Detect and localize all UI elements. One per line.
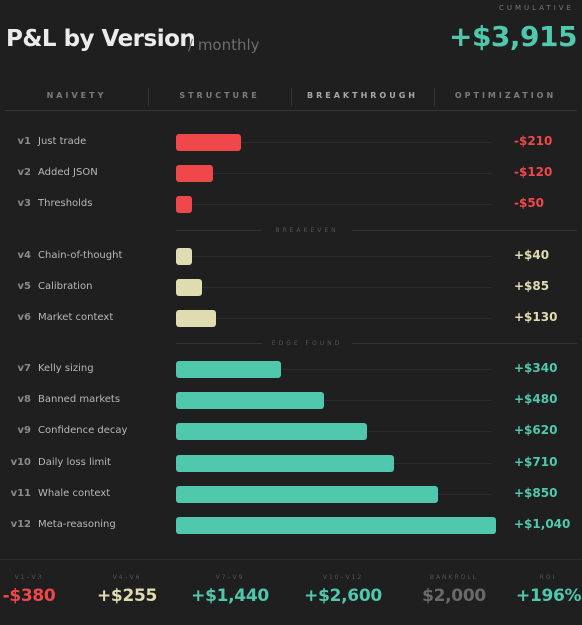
row-version: v7 — [17, 363, 31, 374]
row-guideline — [176, 204, 492, 205]
data-label: +$340 — [514, 361, 558, 375]
section-divider — [352, 343, 577, 344]
bar — [176, 248, 192, 265]
bar — [176, 392, 324, 409]
stat-label: V10–V12 — [322, 574, 364, 581]
stat-value: $2,000 — [422, 586, 486, 606]
row-label: Meta-reasoning — [38, 519, 116, 530]
row-version: v6 — [17, 312, 31, 323]
cumulative-value: +$3,915 — [448, 20, 578, 53]
data-label: +$1,040 — [514, 517, 571, 531]
bar — [176, 423, 367, 440]
bar — [176, 455, 395, 472]
section-divider — [176, 230, 262, 231]
row-label: Market context — [38, 312, 114, 323]
cumulative-label: CUMULATIVE — [498, 4, 574, 12]
stat-label: BANKROLL — [429, 574, 479, 581]
row-label: Thresholds — [38, 198, 93, 209]
phase-tabs: NAIVETY STRUCTURE BREAKTHROUGH OPTIMIZAT… — [5, 84, 577, 111]
bar — [176, 486, 438, 503]
stat-label: V1–V3 — [14, 574, 44, 581]
stat-value: +$1,440 — [191, 586, 269, 606]
row-version: v11 — [10, 488, 31, 499]
section-divider — [352, 230, 577, 231]
stat-v4-v6: V4–V6 +$255 — [96, 574, 158, 606]
stat-label: V7–V9 — [215, 574, 245, 581]
data-label: -$50 — [514, 196, 545, 210]
row-guideline — [176, 142, 492, 143]
row-version: v12 — [10, 519, 31, 530]
bar — [176, 517, 496, 534]
stat-roi: ROI +196% — [516, 574, 582, 606]
row-guideline — [176, 369, 492, 370]
row-version: v8 — [17, 394, 31, 405]
row-version: v3 — [17, 198, 31, 209]
bar — [176, 165, 213, 182]
row-guideline — [176, 318, 492, 319]
stat-bankroll: BANKROLL $2,000 — [416, 574, 492, 606]
row-version: v4 — [17, 250, 31, 261]
page-title: P&L by Version — [6, 26, 196, 52]
row-label: Confidence decay — [38, 425, 128, 436]
data-label: +$850 — [514, 486, 558, 500]
bar — [176, 134, 241, 151]
row-label: Daily loss limit — [38, 457, 111, 468]
stat-value: +$255 — [96, 586, 158, 606]
data-label: +$710 — [514, 455, 558, 469]
bar — [176, 196, 192, 213]
stat-value: +$2,600 — [304, 586, 382, 606]
stat-label: V4–V6 — [112, 574, 142, 581]
row-label: Added JSON — [38, 167, 98, 178]
row-label: Kelly sizing — [38, 363, 94, 374]
data-label: +$480 — [514, 392, 558, 406]
tab-breakthrough[interactable]: BREAKTHROUGH — [307, 91, 418, 100]
stat-v1-v3: V1–V3 -$380 — [0, 574, 58, 606]
bar — [176, 279, 203, 296]
section-label-edge-found: EDGE FOUND — [271, 340, 343, 347]
bar — [176, 361, 281, 378]
row-version: v1 — [17, 136, 31, 147]
row-label: Just trade — [38, 136, 87, 147]
row-label: Banned markets — [38, 394, 121, 405]
bar — [176, 310, 216, 327]
data-label: +$130 — [514, 310, 558, 324]
row-guideline — [176, 400, 492, 401]
section-divider — [176, 343, 262, 344]
stat-value: -$380 — [2, 586, 56, 606]
row-version: v2 — [17, 167, 31, 178]
row-guideline — [176, 173, 492, 174]
stat-value: +196% — [516, 586, 582, 606]
tab-divider — [434, 88, 435, 106]
stat-v7-v9: V7–V9 +$1,440 — [190, 574, 270, 606]
data-label: -$120 — [514, 165, 553, 179]
tab-optimization[interactable]: OPTIMIZATION — [454, 91, 557, 100]
stat-label: ROI — [539, 574, 557, 581]
row-label: Calibration — [38, 281, 93, 292]
row-version: v5 — [17, 281, 31, 292]
data-label: -$210 — [514, 134, 553, 148]
data-label: +$620 — [514, 423, 558, 437]
row-version: v9 — [17, 425, 31, 436]
tab-structure[interactable]: STRUCTURE — [179, 91, 260, 100]
stat-v10-v12: V10–V12 +$2,600 — [300, 574, 386, 606]
page-subtitle: / monthly — [188, 36, 260, 54]
summary-footer: V1–V3 -$380 V4–V6 +$255 V7–V9 +$1,440 V1… — [0, 559, 582, 625]
data-label: +$40 — [514, 248, 550, 262]
row-guideline — [176, 287, 492, 288]
tab-naivety[interactable]: NAIVETY — [46, 91, 107, 100]
tab-divider — [148, 88, 149, 106]
row-label: Chain-of-thought — [38, 250, 123, 261]
tab-divider — [291, 88, 292, 106]
row-label: Whale context — [38, 488, 111, 499]
section-label-breakeven: BREAKEVEN — [275, 227, 339, 234]
row-guideline — [176, 256, 492, 257]
data-label: +$85 — [514, 279, 550, 293]
row-version: v10 — [10, 457, 31, 468]
header: P&L by Version / monthly CUMULATIVE +$3,… — [0, 0, 582, 80]
